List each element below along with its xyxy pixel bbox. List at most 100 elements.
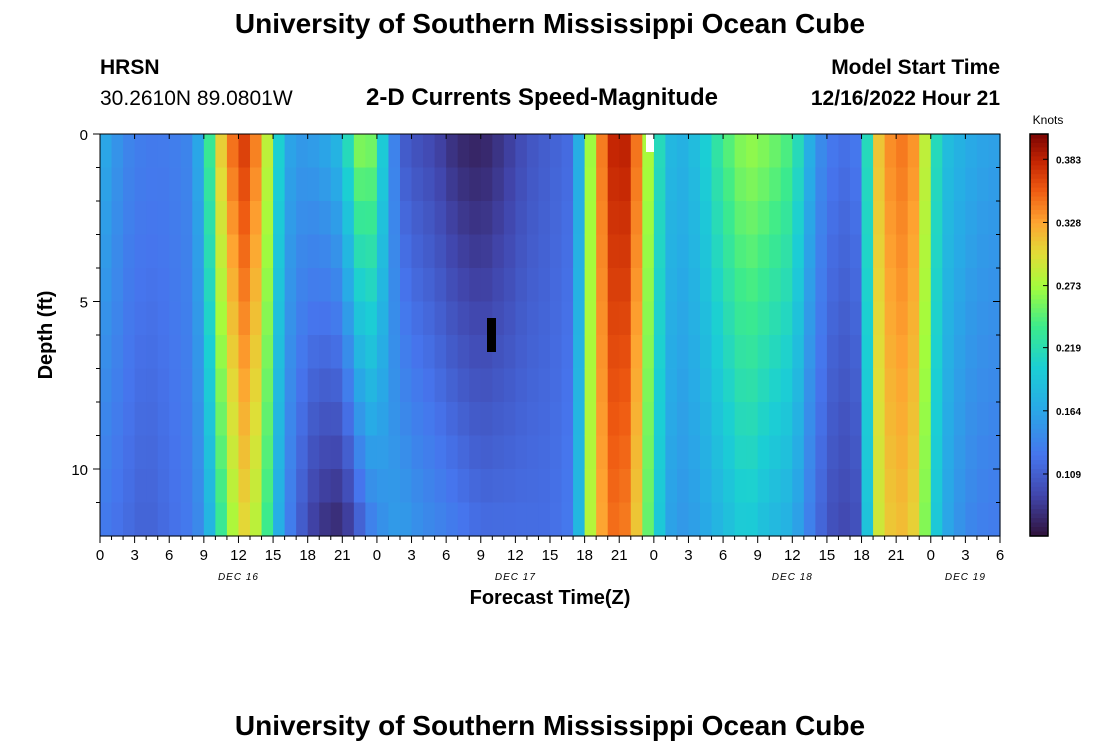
heatmap-cell <box>215 134 228 169</box>
heatmap-cell <box>700 167 713 202</box>
heatmap-cell <box>215 502 228 537</box>
heatmap-cell <box>861 502 874 537</box>
heatmap-cell <box>180 301 193 336</box>
heatmap-cell <box>480 402 493 437</box>
heatmap-cell <box>123 167 136 202</box>
heatmap-cell <box>330 301 343 336</box>
heatmap-cell <box>803 469 816 504</box>
heatmap-cell <box>676 167 690 202</box>
heatmap-cell <box>538 469 551 504</box>
heatmap-cell <box>619 368 632 403</box>
colorbar-segment <box>1030 455 1048 461</box>
heatmap-cell <box>688 435 701 470</box>
heatmap-cell <box>780 335 793 370</box>
heatmap-cell <box>111 201 124 236</box>
heatmap-cell <box>757 435 770 470</box>
heatmap-cell <box>700 502 713 537</box>
heatmap-cell <box>353 469 366 504</box>
heatmap-cell <box>215 368 228 403</box>
heatmap-cell <box>642 234 655 269</box>
heatmap-cell <box>803 234 816 269</box>
heatmap-cell <box>884 368 897 403</box>
heatmap-cell <box>734 368 747 403</box>
heatmap-cell <box>492 502 505 537</box>
heatmap-cell <box>873 134 886 169</box>
heatmap-cell <box>700 469 713 504</box>
heatmap-cell <box>411 368 424 403</box>
heatmap-cell <box>353 435 366 470</box>
heatmap-cell <box>653 201 666 236</box>
heatmap-cell <box>492 268 505 303</box>
heatmap-cell <box>157 435 170 470</box>
heatmap-cell <box>146 402 159 437</box>
heatmap-cell <box>353 502 366 537</box>
heatmap-cell <box>861 402 874 437</box>
heatmap-cell <box>561 234 574 269</box>
x-tick-label: 18 <box>299 547 316 564</box>
heatmap-cell <box>123 402 136 437</box>
heatmap-cell <box>930 335 943 370</box>
heatmap-cell <box>688 234 701 269</box>
heatmap-cell <box>296 435 309 470</box>
heatmap-cell <box>573 435 586 470</box>
heatmap-cell <box>838 134 851 169</box>
heatmap-cell <box>342 335 355 370</box>
colorbar-segment <box>1030 446 1048 452</box>
y-tick-label: 5 <box>80 295 88 312</box>
x-axis-ticks: 0 3 6 9 12 15 18 21 0 3 6 9 12 15 18 21 0 3 6 9 12 15 18 21 0 3 6D… <box>96 134 1004 583</box>
heatmap-cell <box>965 134 978 169</box>
heatmap-cell <box>296 402 309 437</box>
heatmap-cell <box>100 469 113 504</box>
heatmap-cell <box>826 167 840 202</box>
heatmap-cell <box>665 469 678 504</box>
heatmap-cell <box>838 435 851 470</box>
heatmap-cell <box>100 201 113 236</box>
heatmap-cell <box>284 201 297 236</box>
heatmap-cell <box>723 368 736 403</box>
heatmap-cell <box>838 234 851 269</box>
heatmap-cell <box>515 301 528 336</box>
heatmap-cell <box>261 335 274 370</box>
heatmap-cell <box>942 134 955 169</box>
heatmap-cell <box>434 402 447 437</box>
heatmap-cell <box>457 335 470 370</box>
heatmap-cell <box>953 469 966 504</box>
heatmap-cell <box>434 301 447 336</box>
heatmap-cell <box>538 167 551 202</box>
heatmap-cell <box>561 167 574 202</box>
heatmap-cell <box>826 234 840 269</box>
heatmap-cell <box>457 134 470 169</box>
heatmap-cell <box>423 335 436 370</box>
heatmap-cell <box>688 268 701 303</box>
colorbar-segment <box>1030 366 1048 372</box>
heatmap-cell <box>596 201 609 236</box>
heatmap-cell <box>169 435 182 470</box>
colorbar-segment <box>1030 259 1048 265</box>
heatmap-cell <box>596 402 609 437</box>
heatmap-cell <box>123 201 136 236</box>
heatmap-cell <box>134 435 147 470</box>
heatmap-cell <box>111 502 124 537</box>
heatmap-cell <box>607 469 620 504</box>
page-title: University of Southern Mississippi Ocean… <box>234 8 866 39</box>
heatmap-cell <box>273 301 286 336</box>
heatmap-cell <box>111 335 124 370</box>
heatmap-cell <box>296 234 309 269</box>
heatmap-cell <box>226 201 240 236</box>
heatmap-cell <box>111 435 124 470</box>
heatmap-cell <box>330 234 343 269</box>
heatmap-cell <box>296 469 309 504</box>
colorbar-segment <box>1030 357 1048 363</box>
heatmap-cell <box>711 502 724 537</box>
colorbar-segment <box>1030 232 1048 238</box>
heatmap-cell <box>550 335 563 370</box>
colorbar-segment <box>1030 339 1048 345</box>
heatmap-cell <box>573 469 586 504</box>
heatmap-cell <box>388 201 401 236</box>
heatmap-cell <box>111 301 124 336</box>
heatmap-cell <box>942 368 955 403</box>
heatmap-cell <box>238 167 251 202</box>
heatmap-cell <box>734 502 747 537</box>
colorbar-tick-label: 0.328 <box>1056 218 1081 229</box>
heatmap-cell <box>965 234 978 269</box>
